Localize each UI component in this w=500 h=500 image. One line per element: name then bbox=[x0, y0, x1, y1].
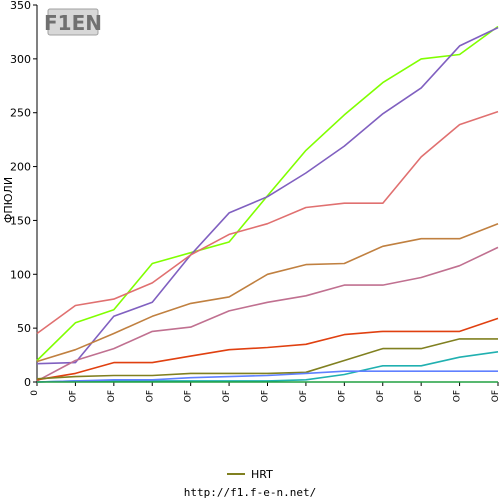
x-tick-label: OF bbox=[453, 390, 463, 402]
x-tick-label: OF bbox=[107, 390, 117, 402]
series-line-3 bbox=[36, 110, 499, 335]
x-tick-label: OF bbox=[299, 390, 309, 402]
x-tick-label: 0 bbox=[30, 390, 40, 396]
series-line-9 bbox=[36, 370, 498, 383]
y-ticks: 0 50 100 150 200 250 300 350 bbox=[10, 0, 37, 389]
series-line-4 bbox=[36, 222, 499, 363]
legend: HRT bbox=[227, 468, 273, 481]
y-tick-label: 50 bbox=[17, 322, 31, 335]
y-tick-label: 250 bbox=[10, 107, 31, 120]
y-tick-label: 200 bbox=[10, 161, 31, 174]
y-tick-label: 100 bbox=[10, 268, 31, 281]
x-tick-label: OF bbox=[145, 390, 155, 402]
series-line-7 bbox=[36, 338, 498, 380]
legend-label-hrt: HRT bbox=[251, 468, 273, 481]
x-tick-label: OF bbox=[491, 390, 500, 402]
x-tick-label: OF bbox=[68, 390, 78, 402]
x-tick-label: OF bbox=[414, 390, 424, 402]
y-tick-label: 350 bbox=[10, 0, 31, 12]
x-tick-label: OF bbox=[184, 390, 194, 402]
y-tick-label: 150 bbox=[10, 214, 31, 227]
footer-url[interactable]: http://f1.f-e-n.net/ bbox=[184, 486, 316, 499]
series-line-8 bbox=[36, 351, 499, 383]
series-line-6 bbox=[36, 317, 499, 381]
f1en-logo: F1EN bbox=[44, 8, 102, 36]
series-line-1 bbox=[36, 25, 499, 362]
x-tick-label: OF bbox=[222, 390, 232, 402]
series-lines bbox=[36, 25, 499, 383]
y-tick-label: 300 bbox=[10, 53, 31, 66]
x-tick-label: OF bbox=[337, 390, 347, 402]
series-line-5 bbox=[36, 246, 499, 382]
logo-text: F1EN bbox=[44, 11, 102, 35]
y-axis-label: ФПЮЛИ bbox=[2, 177, 15, 223]
x-ticks: 0OFOFOFOFOFOFOFOFOFOFOFOFOF bbox=[30, 382, 500, 402]
x-tick-label: OF bbox=[376, 390, 386, 402]
x-tick-label: OF bbox=[261, 390, 271, 402]
series-line-2 bbox=[36, 26, 499, 365]
y-tick-label: 0 bbox=[24, 376, 31, 389]
